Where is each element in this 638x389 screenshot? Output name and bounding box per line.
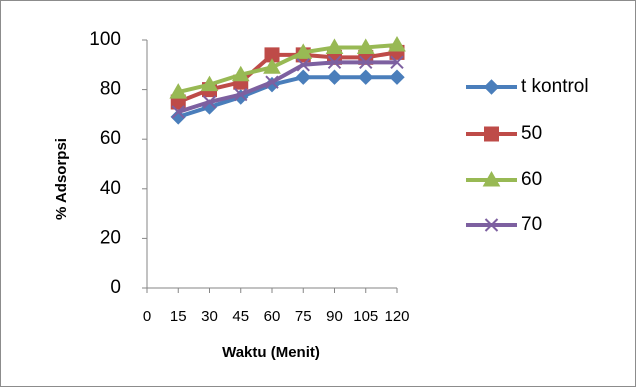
- data-point: [296, 58, 310, 72]
- data-point: [388, 35, 406, 52]
- x-tick-label: 30: [201, 308, 218, 325]
- data-point: [170, 109, 186, 125]
- data-point: [390, 55, 404, 70]
- data-point: [234, 87, 248, 102]
- data-point: [358, 69, 374, 85]
- x-tick-label: 15: [170, 308, 187, 325]
- data-point: [325, 38, 344, 54]
- series-line: [177, 60, 397, 114]
- y-tick-label: 40: [100, 178, 121, 199]
- y-axis-title: % Adsorpsi: [53, 138, 70, 220]
- x-tick-label: 0: [143, 308, 151, 325]
- legend-label: 50: [521, 123, 542, 144]
- data-point: [169, 83, 188, 99]
- data-point: [356, 38, 375, 54]
- y-tick-label: 80: [100, 79, 121, 100]
- data-point: [389, 69, 405, 85]
- x-tick-label: 105: [353, 308, 378, 325]
- y-tick-label: 60: [100, 128, 121, 149]
- x-axis-title: Waktu (Menit): [222, 344, 320, 361]
- legend-swatch-marker: [483, 79, 500, 95]
- legend-label: 60: [521, 169, 542, 190]
- data-point: [263, 58, 281, 74]
- x-tick-label: 45: [232, 308, 249, 325]
- data-point: [295, 69, 311, 85]
- data-point: [202, 95, 217, 109]
- x-tick-label: 120: [384, 308, 409, 325]
- y-tick-label: 0: [110, 277, 121, 298]
- data-point: [171, 105, 185, 119]
- x-tick-label: 90: [326, 308, 343, 325]
- legend-swatch-marker: [484, 218, 499, 232]
- legend-swatch-marker: [482, 170, 501, 187]
- legend-label: t kontrol: [521, 76, 589, 97]
- series-line: [177, 42, 398, 95]
- x-tick-label: 75: [295, 308, 312, 325]
- data-point: [200, 75, 219, 92]
- y-tick-label: 20: [100, 227, 121, 248]
- data-point: [231, 65, 250, 82]
- data-point: [327, 55, 342, 70]
- x-tick-label: 60: [264, 308, 281, 325]
- y-tick-label: 100: [89, 29, 121, 50]
- data-point: [326, 69, 343, 85]
- data-point: [359, 55, 373, 70]
- legend-swatch-marker: [484, 126, 499, 142]
- legend-label: 70: [521, 214, 542, 235]
- data-point: [294, 43, 313, 59]
- data-point: [265, 75, 279, 89]
